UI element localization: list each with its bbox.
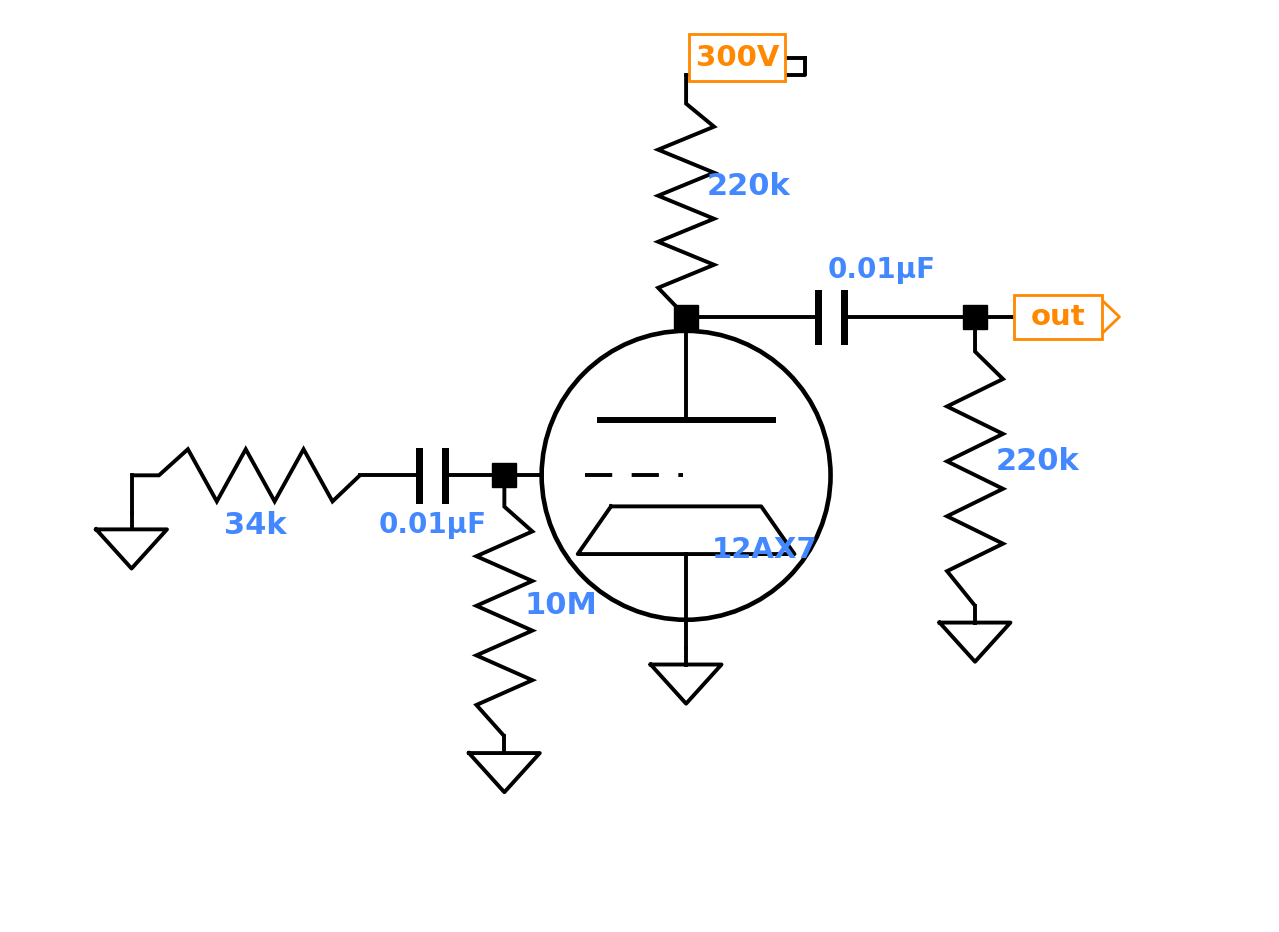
- Text: 0.01μF: 0.01μF: [379, 511, 486, 539]
- Text: 12AX7: 12AX7: [712, 537, 819, 565]
- Bar: [492, 463, 517, 487]
- Text: 0.01μF: 0.01μF: [828, 256, 936, 284]
- Bar: [963, 305, 987, 329]
- FancyBboxPatch shape: [689, 34, 785, 81]
- Text: out: out: [1031, 303, 1086, 331]
- Text: 220k: 220k: [706, 171, 790, 201]
- Text: 300V: 300V: [696, 44, 779, 72]
- Text: 34k: 34k: [224, 511, 286, 540]
- Bar: [674, 305, 698, 329]
- Text: 10M: 10M: [524, 591, 597, 621]
- Text: 220k: 220k: [995, 446, 1079, 476]
- FancyBboxPatch shape: [1014, 295, 1101, 339]
